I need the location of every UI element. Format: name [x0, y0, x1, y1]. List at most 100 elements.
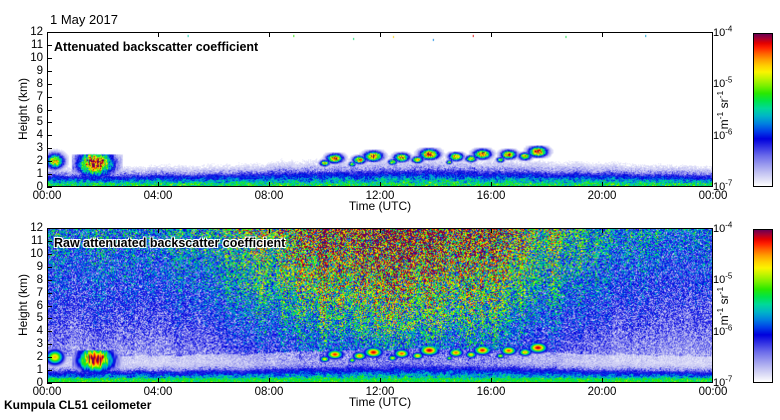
y-tick-mark-bottom-9	[47, 267, 52, 268]
x-tick-mark-b-bottom-2	[269, 378, 270, 383]
y-tick-label-bottom-8: 8	[36, 273, 43, 286]
x-tick-mark-top-2	[269, 32, 270, 37]
plot-area-raw-attenuated-backscatter[interactable]	[47, 228, 713, 383]
y-tick-label-bottom-12: 12	[30, 222, 43, 234]
x-tick-label-bottom-6: 00:00	[698, 386, 728, 398]
heatmap-raw-attenuated-backscatter	[48, 229, 712, 382]
y-tick-label-top-10: 10	[30, 51, 43, 64]
panel-title-raw-attenuated-backscatter: Raw attenuated backscatter coefficient	[54, 236, 286, 250]
x-tick-mark-top-3	[380, 32, 381, 37]
y-tick-mark-top-5	[47, 122, 52, 123]
y-tick-mark-top-0	[47, 187, 52, 188]
y-tick-label-top-5: 5	[36, 116, 43, 129]
x-tick-mark-b-bottom-1	[158, 378, 159, 383]
date-label: 1 May 2017	[50, 12, 118, 27]
x-tick-mark-b-top-3	[380, 182, 381, 187]
y-tick-mark-top-11	[47, 45, 52, 46]
x-tick-label-bottom-4: 16:00	[476, 386, 506, 398]
y-tick-label-top-1: 1	[36, 168, 43, 181]
y-tick-mark-top-8	[47, 84, 52, 85]
y-tick-mark-bottom-4	[47, 331, 52, 332]
y-tick-label-top-9: 9	[36, 64, 43, 77]
x-tick-label-bottom-5: 20:00	[587, 386, 617, 398]
y-tick-label-bottom-10: 10	[30, 247, 43, 260]
x-tick-mark-bottom-5	[602, 228, 603, 233]
x-tick-label-bottom-2: 08:00	[254, 386, 284, 398]
x-tick-mark-bottom-1	[158, 228, 159, 233]
x-tick-mark-b-bottom-5	[602, 378, 603, 383]
footer-caption: Kumpula CL51 ceilometer	[4, 398, 152, 412]
plot-area-attenuated-backscatter[interactable]	[47, 32, 713, 187]
x-tick-label-top-0: 00:00	[32, 190, 62, 202]
colorbar-tick-top-1: 10-5	[713, 75, 733, 91]
y-tick-label-top-2: 2	[36, 155, 43, 168]
y-tick-label-top-8: 8	[36, 77, 43, 90]
y-tick-mark-top-9	[47, 71, 52, 72]
y-tick-label-top-3: 3	[36, 142, 43, 155]
y-tick-mark-bottom-12	[47, 228, 52, 229]
y-tick-mark-bottom-11	[47, 241, 52, 242]
y-tick-mark-top-10	[47, 58, 52, 59]
x-tick-label-top-4: 16:00	[476, 190, 506, 202]
x-tick-mark-b-top-5	[602, 182, 603, 187]
x-tick-mark-b-top-2	[269, 182, 270, 187]
y-tick-label-bottom-0: 0	[36, 377, 43, 389]
x-tick-mark-bottom-2	[269, 228, 270, 233]
y-tick-label-bottom-4: 4	[36, 325, 43, 338]
x-tick-mark-bottom-4	[491, 228, 492, 233]
colorbar-tick-top-3: 10-7	[713, 178, 733, 193]
x-tick-mark-b-bottom-3	[380, 378, 381, 383]
x-tick-mark-bottom-3	[380, 228, 381, 233]
x-tick-label-top-2: 08:00	[254, 190, 284, 202]
x-tick-label-top-5: 20:00	[587, 190, 617, 202]
x-tick-mark-b-top-4	[491, 182, 492, 187]
colorbar-tick-bottom-3: 10-7	[713, 374, 733, 389]
y-tick-label-bottom-2: 2	[36, 351, 43, 364]
y-tick-label-top-12: 12	[30, 26, 43, 38]
x-tick-label-top-3: 12:00	[365, 190, 395, 202]
x-axis-label-bottom: Time (UTC)	[348, 395, 412, 409]
heatmap-attenuated-backscatter	[48, 33, 712, 186]
y-tick-mark-top-4	[47, 135, 52, 136]
y-tick-mark-bottom-5	[47, 318, 52, 319]
y-tick-mark-bottom-3	[47, 344, 52, 345]
x-tick-mark-top-5	[602, 32, 603, 37]
x-axis-label-top: Time (UTC)	[348, 199, 412, 213]
y-tick-mark-top-2	[47, 161, 52, 162]
y-tick-label-top-7: 7	[36, 90, 43, 103]
y-tick-label-bottom-7: 7	[36, 286, 43, 299]
y-tick-label-bottom-11: 11	[31, 234, 43, 247]
x-tick-mark-top-1	[158, 32, 159, 37]
y-tick-mark-bottom-7	[47, 293, 52, 294]
colorbar-gradient-bottom	[753, 229, 773, 383]
y-tick-label-top-6: 6	[36, 103, 43, 116]
y-tick-label-top-11: 11	[31, 38, 43, 51]
y-tick-mark-top-6	[47, 110, 52, 111]
y-tick-mark-bottom-2	[47, 357, 52, 358]
y-tick-mark-top-3	[47, 148, 52, 149]
y-tick-mark-bottom-8	[47, 280, 52, 281]
y-tick-label-bottom-5: 5	[36, 312, 43, 325]
y-tick-mark-bottom-0	[47, 383, 52, 384]
x-tick-mark-b-top-1	[158, 182, 159, 187]
y-tick-mark-top-7	[47, 97, 52, 98]
y-tick-mark-bottom-10	[47, 254, 52, 255]
y-tick-label-bottom-9: 9	[36, 260, 43, 273]
x-tick-mark-b-bottom-4	[491, 378, 492, 383]
x-tick-label-bottom-1: 04:00	[143, 386, 173, 398]
y-tick-mark-bottom-6	[47, 306, 52, 307]
x-tick-mark-top-4	[491, 32, 492, 37]
y-tick-label-top-0: 0	[36, 181, 43, 193]
y-tick-mark-top-1	[47, 174, 52, 175]
colorbar-tick-top-0: 10-4	[713, 24, 733, 39]
y-tick-label-bottom-6: 6	[36, 299, 43, 312]
colorbar-tick-top-2: 10-6	[713, 127, 733, 142]
colorbar-tick-bottom-0: 10-4	[713, 220, 733, 235]
y-tick-label-top-4: 4	[36, 129, 43, 142]
colorbar-tick-bottom-1: 10-5	[713, 271, 733, 287]
panel-title-attenuated-backscatter: Attenuated backscatter coefficient	[54, 40, 259, 54]
x-tick-label-top-6: 00:00	[698, 190, 728, 202]
y-tick-mark-bottom-1	[47, 370, 52, 371]
colorbar-gradient-top	[753, 33, 773, 187]
x-tick-label-bottom-3: 12:00	[365, 386, 395, 398]
